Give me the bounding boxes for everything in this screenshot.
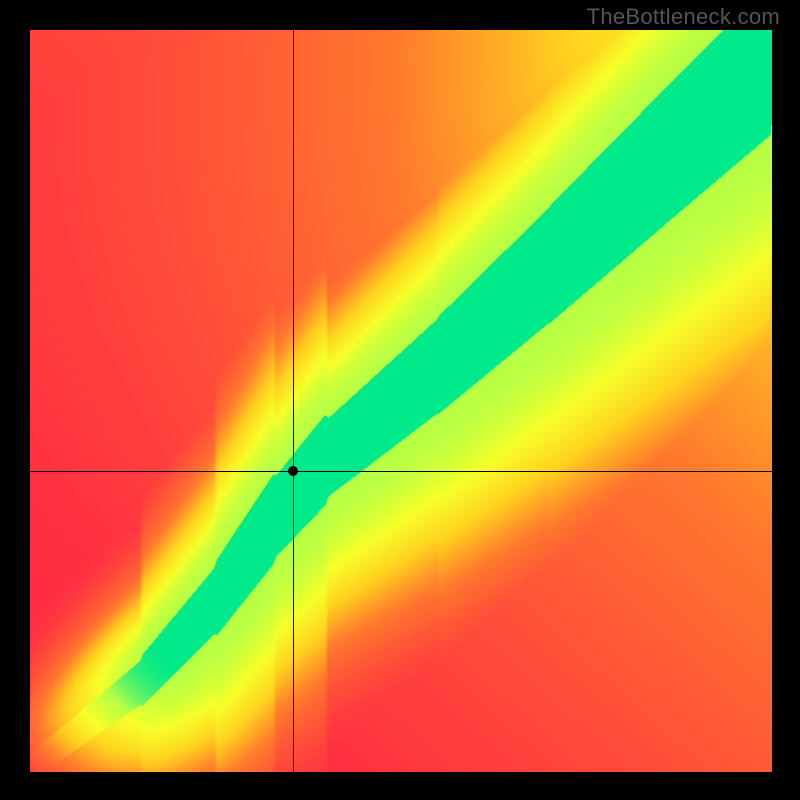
crosshair-vertical — [293, 30, 294, 772]
chart-container: TheBottleneck.com — [0, 0, 800, 800]
heatmap-canvas — [30, 30, 772, 772]
watermark-text: TheBottleneck.com — [587, 4, 780, 30]
heatmap-plot-area — [30, 30, 772, 772]
crosshair-horizontal — [30, 471, 772, 472]
bottleneck-marker-dot — [288, 466, 298, 476]
